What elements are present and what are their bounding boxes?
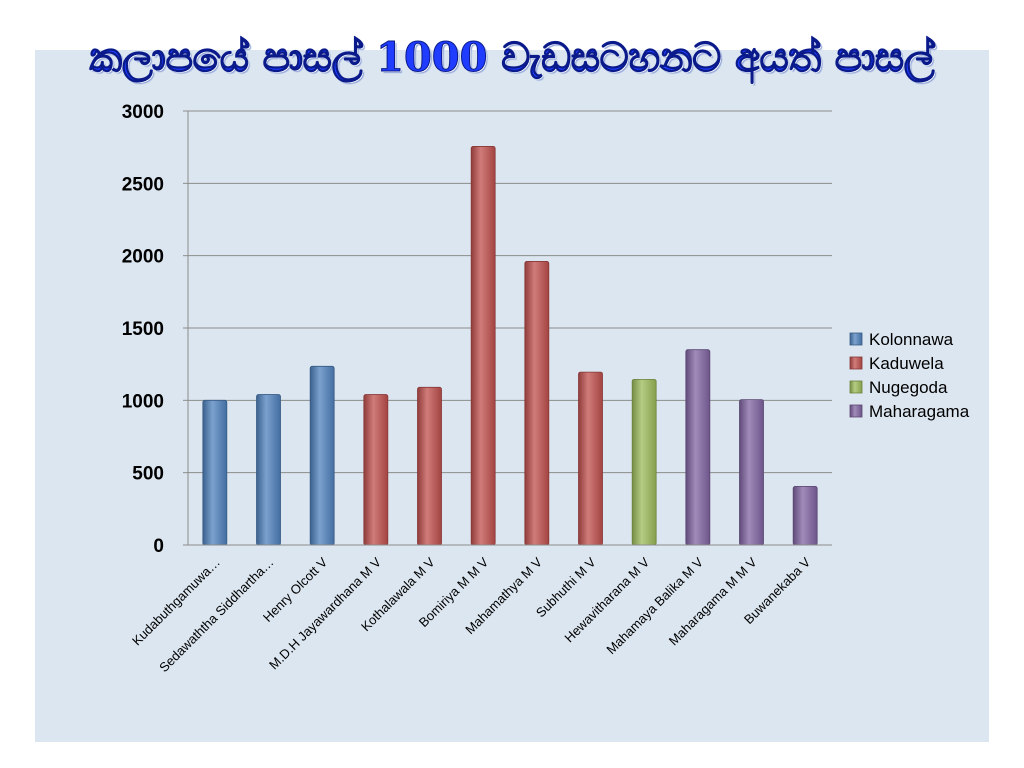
legend: Kolonnawa Kaduwela Nugegoda Maharagama [849,330,970,421]
legend-label: Nugegoda [869,378,948,397]
bar [202,399,228,546]
bar [363,394,389,546]
bars [202,146,818,546]
x-tick-label: Sedawaththa Siddhartha… [156,555,276,675]
y-tick-label: 500 [132,464,164,485]
bar [309,365,335,546]
y-tick-label: 2500 [122,174,164,195]
bar [578,371,603,546]
legend-label: Kolonnawa [869,330,954,349]
bar [685,349,711,546]
bar [792,486,818,546]
bar [470,146,496,546]
chart-title: කලාපයේ පාසල් 1000 වැඩසටහනට අයත් පාසල් [89,34,935,82]
legend-swatch [849,356,863,370]
y-tick-label: 2000 [122,247,164,268]
bar [524,261,550,546]
bar [256,394,281,546]
x-tick-label: M.D.H Jayawardhana M V [266,554,384,672]
gridlines [183,110,832,546]
bar [739,399,764,546]
legend-swatch [849,404,863,418]
legend-label: Kaduwela [869,354,944,373]
y-tick-label: 3000 [122,102,164,123]
y-tick-label: 1500 [122,319,164,340]
legend-swatch [849,380,863,394]
slide-background [35,50,989,742]
axes [187,111,832,546]
legend-label: Maharagama [869,402,970,421]
legend-swatch [849,332,863,346]
bar [631,378,657,546]
x-tick-label: Kudabuthgamuwa… [129,555,223,649]
y-tick-label: 0 [153,536,164,557]
bar [417,386,442,546]
x-tick-label: Mahamaya Balika M V [603,554,706,657]
x-tick-label: Maharagama M M V [666,554,760,648]
y-tick-label: 1000 [122,391,164,412]
